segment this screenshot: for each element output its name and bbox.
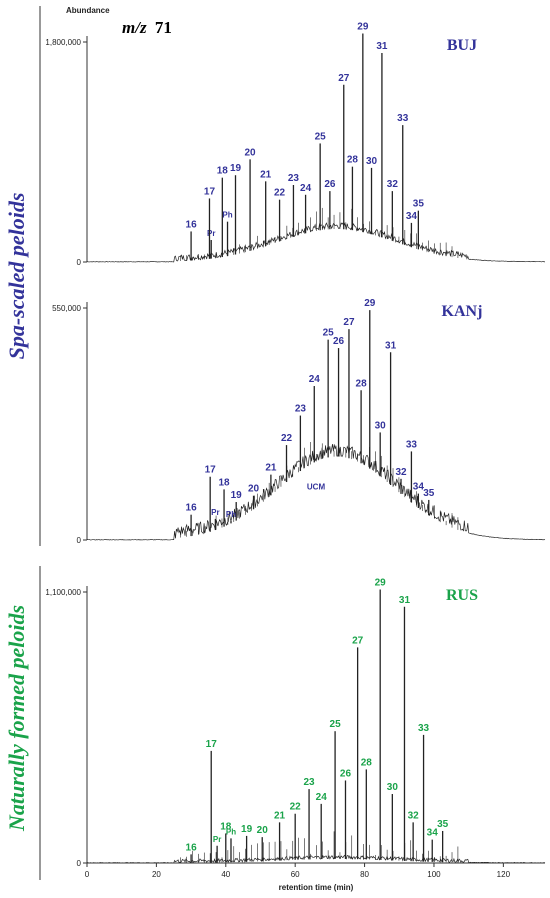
mz-label: m/z 71 [122,18,172,37]
peak-label-21: 21 [260,169,272,180]
panel-title: BUJ [447,37,477,54]
side-label-natural: Naturally formed peloids [4,605,29,832]
peak-label-32: 32 [395,467,407,478]
peak-label-24: 24 [300,183,312,194]
peak-label-23: 23 [303,777,315,788]
panel-title: RUS [446,587,478,604]
peak-label-17: 17 [206,739,218,750]
peak-label-Pr: Pr [211,508,219,517]
peak-label-24: 24 [309,374,321,385]
peak-label-26: 26 [340,768,352,779]
peak-label-27: 27 [338,73,350,84]
peak-label-27: 27 [343,317,355,328]
peak-label-Ph: Ph [222,211,232,220]
peak-label-35: 35 [437,819,449,830]
peak-label-29: 29 [357,21,369,32]
peak-label-35: 35 [413,199,425,210]
x-tick-label: 100 [427,870,441,879]
peak-label-28: 28 [347,155,359,166]
ucm-label: UCM [307,483,326,492]
peak-label-25: 25 [323,328,335,339]
peak-label-21: 21 [265,463,277,474]
x-tick-label: 60 [291,870,300,879]
peak-label-21: 21 [274,810,286,821]
peak-label-25: 25 [315,131,327,142]
peak-label-32: 32 [387,179,399,190]
peak-label-22: 22 [290,802,302,813]
peak-label-18: 18 [217,166,229,177]
peak-label-34: 34 [406,211,418,222]
y-tick-label: 550,000 [52,304,81,313]
peak-label-22: 22 [274,188,286,199]
peak-label-17: 17 [204,186,216,197]
y-tick-label: 0 [77,536,82,545]
side-label-spa: Spa-scaled peloids [4,193,29,360]
peak-label-19: 19 [241,824,253,835]
x-tick-label: 80 [360,870,369,879]
mz-value: 71 [155,18,172,37]
y-tick-label: 1,800,000 [45,38,81,47]
peak-label-16: 16 [186,842,198,853]
peak-label-20: 20 [245,147,257,158]
peak-label-33: 33 [406,439,418,450]
x-tick-label: 120 [497,870,511,879]
panel-title: KANj [442,303,483,320]
peak-label-18: 18 [218,477,230,488]
trace-baseline [86,222,546,263]
peak-label-23: 23 [295,404,307,415]
peak-label-24: 24 [316,792,328,803]
peak-label-34: 34 [427,828,439,839]
trace-baseline [86,443,546,541]
peak-label-28: 28 [361,757,373,768]
peak-label-17: 17 [205,465,217,476]
peak-label-Ph: Ph [226,510,236,519]
peak-label-31: 31 [376,41,388,52]
peak-label-30: 30 [375,420,387,431]
peak-label-29: 29 [375,578,387,589]
abundance-label: Abundance [66,6,110,15]
peak-label-34: 34 [413,482,425,493]
y-tick-label: 0 [77,258,82,267]
peak-label-18: 18 [220,821,232,832]
peak-label-30: 30 [366,156,378,167]
peak-label-16: 16 [186,503,198,514]
x-axis-label: retention time (min) [279,883,354,892]
peak-label-33: 33 [418,723,430,734]
peak-label-29: 29 [364,298,376,309]
peak-label-20: 20 [257,825,269,836]
x-tick-label: 0 [85,870,90,879]
peak-label-35: 35 [423,488,435,499]
peak-label-31: 31 [385,340,397,351]
trace-baseline [86,854,546,864]
peak-label-32: 32 [408,810,420,821]
peak-label-25: 25 [330,719,342,730]
peak-label-31: 31 [399,595,411,606]
peak-label-26: 26 [333,336,345,347]
peak-label-19: 19 [231,490,243,501]
peak-label-Ph: Ph [226,827,236,836]
peak-label-22: 22 [281,433,293,444]
x-tick-label: 20 [152,870,161,879]
peak-label-27: 27 [352,635,364,646]
peak-label-26: 26 [324,179,336,190]
y-tick-label: 1,100,000 [45,588,81,597]
peak-label-20: 20 [248,484,260,495]
peak-label-Pr: Pr [213,835,221,844]
peak-label-33: 33 [397,113,409,124]
peak-label-19: 19 [230,163,242,174]
mz-prefix: m/z [122,18,147,37]
peak-label-16: 16 [186,219,198,230]
peak-label-Pr: Pr [207,229,215,238]
peak-label-28: 28 [356,378,368,389]
peak-label-30: 30 [387,782,399,793]
peak-label-23: 23 [288,173,300,184]
x-tick-label: 40 [221,870,230,879]
y-tick-label: 0 [77,859,82,868]
